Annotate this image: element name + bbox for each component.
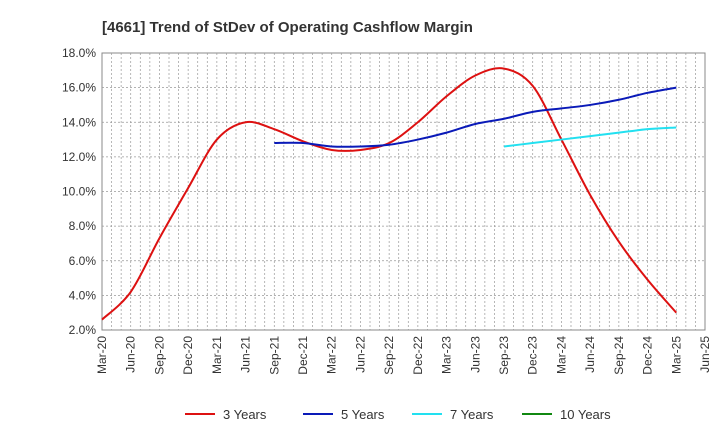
x-tick-label: Jun-22 [353, 336, 367, 373]
series-line-3-years [101, 67, 678, 321]
y-tick-label: 6.0% [69, 254, 97, 268]
y-tick-label: 14.0% [62, 115, 96, 129]
y-tick-label: 4.0% [69, 288, 97, 302]
chart-title: [4661] Trend of StDev of Operating Cashf… [102, 19, 473, 36]
y-tick-label: 10.0% [62, 185, 96, 199]
series-line-5-years [274, 86, 677, 148]
x-tick-label: Mar-25 [669, 336, 683, 374]
x-tick-label: Mar-21 [210, 336, 224, 374]
x-tick-label: Sep-20 [152, 336, 166, 375]
legend-label-10-years: 10 Years [560, 407, 611, 422]
x-tick-label: Sep-22 [382, 336, 396, 375]
y-tick-label: 16.0% [62, 81, 96, 95]
x-tick-label: Sep-23 [497, 336, 511, 375]
x-axis-ticks: Mar-20 Jun-20 Sep-20 Dec-20 Mar-21 Jun-21 Sep-… [95, 336, 712, 375]
legend-label-5-years: 5 Years [341, 407, 385, 422]
x-tick-label: Jun-21 [239, 336, 253, 373]
x-tick-label: Jun-20 [124, 336, 138, 373]
x-tick-label: Dec-22 [411, 336, 425, 375]
x-tick-label: Jun-24 [583, 336, 597, 373]
y-tick-label: 18.0% [62, 46, 96, 60]
y-tick-label: 12.0% [62, 150, 96, 164]
x-tick-label: Mar-22 [325, 336, 339, 374]
y-tick-label: 2.0% [69, 323, 97, 337]
series-line-7-years [503, 126, 677, 148]
series-lines [101, 67, 678, 321]
x-tick-label: Sep-21 [267, 336, 281, 375]
x-tick-label: Dec-21 [296, 336, 310, 375]
y-tick-label: 8.0% [69, 219, 97, 233]
x-tick-label: Jun-23 [468, 336, 482, 373]
legend: 3 Years 5 Years 7 Years 10 Years [185, 407, 611, 422]
x-tick-label: Dec-23 [526, 336, 540, 375]
x-tick-label: Mar-24 [554, 336, 568, 374]
x-tick-label: Dec-20 [181, 336, 195, 375]
x-tick-label: Sep-24 [612, 336, 626, 375]
x-tick-label: Jun-25 [698, 336, 712, 373]
grid-lines [102, 53, 705, 330]
legend-label-7-years: 7 Years [450, 407, 494, 422]
y-axis-ticks: 2.0% 4.0% 6.0% 8.0% 10.0% 12.0% 14.0% 16.0% 18.0… [62, 46, 96, 337]
x-tick-label: Mar-20 [95, 336, 109, 374]
x-tick-label: Mar-23 [440, 336, 454, 374]
x-tick-label: Dec-24 [641, 336, 655, 375]
legend-label-3-years: 3 Years [223, 407, 267, 422]
